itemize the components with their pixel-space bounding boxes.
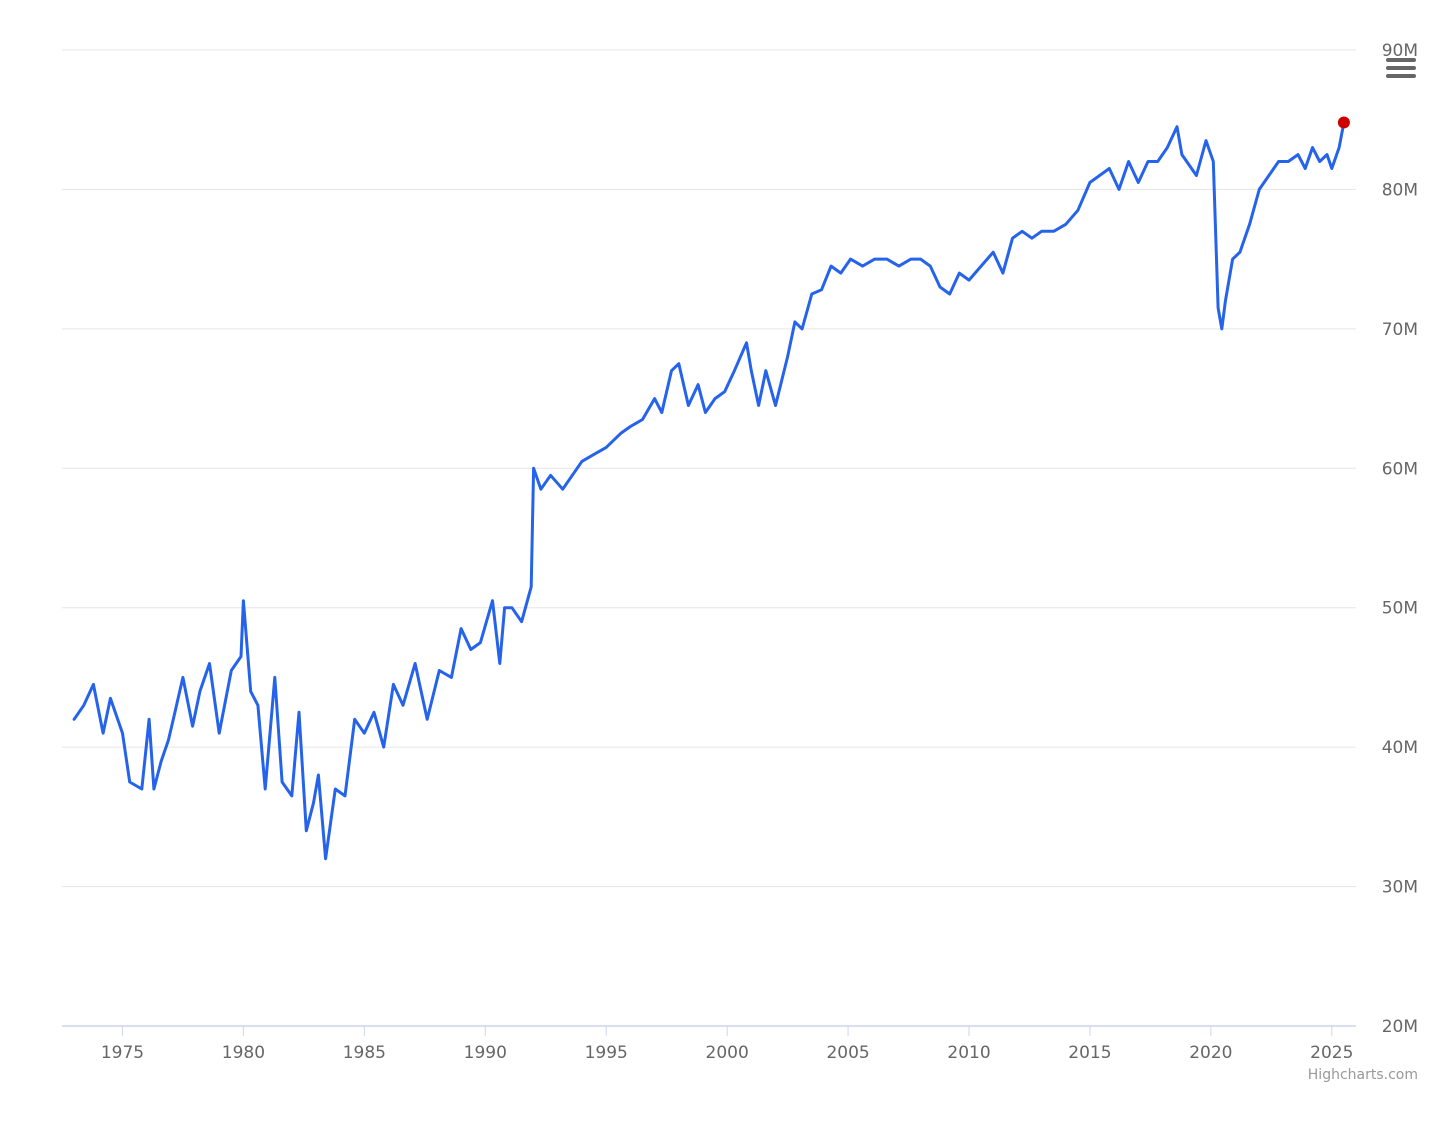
x-tick-label: 1975 — [101, 1043, 144, 1063]
y-tick-label: 20M — [1382, 1017, 1418, 1037]
x-tick-label: 1995 — [585, 1043, 628, 1063]
x-tick-label: 1990 — [464, 1043, 507, 1063]
x-tick-label: 2010 — [947, 1043, 990, 1063]
chart-menu-button[interactable] — [1382, 52, 1420, 86]
series-line[interactable] — [72, 121, 1346, 861]
credits-link[interactable]: Highcharts.com — [1308, 1067, 1418, 1083]
grid-lines — [62, 49, 1356, 888]
series-layer — [72, 116, 1350, 861]
x-tick-label: 1985 — [343, 1043, 386, 1063]
x-tick-label: 2025 — [1310, 1043, 1353, 1063]
y-tick-label: 40M — [1382, 738, 1418, 758]
x-tick-label: 2005 — [826, 1043, 869, 1063]
x-tick-label: 2000 — [706, 1043, 749, 1063]
y-axis-labels: 20M 30M 40M 50M 60M 70M 80M 90M — [1382, 41, 1418, 1037]
last-data-point-marker[interactable] — [1337, 116, 1350, 129]
y-tick-label: 50M — [1382, 599, 1418, 619]
y-tick-label: 80M — [1382, 180, 1418, 200]
y-tick-label: 60M — [1382, 459, 1418, 479]
hamburger-menu-icon — [1386, 58, 1416, 78]
y-tick-label: 30M — [1382, 878, 1418, 898]
x-axis: 1975 1980 1985 1990 1995 2000 2005 2010 2015 2020… — [62, 1025, 1356, 1063]
y-tick-label: 90M — [1382, 41, 1418, 61]
x-tick-label: 2020 — [1189, 1043, 1232, 1063]
x-tick-label: 1980 — [222, 1043, 265, 1063]
x-tick-label: 2015 — [1068, 1043, 1111, 1063]
y-tick-label: 70M — [1382, 320, 1418, 340]
